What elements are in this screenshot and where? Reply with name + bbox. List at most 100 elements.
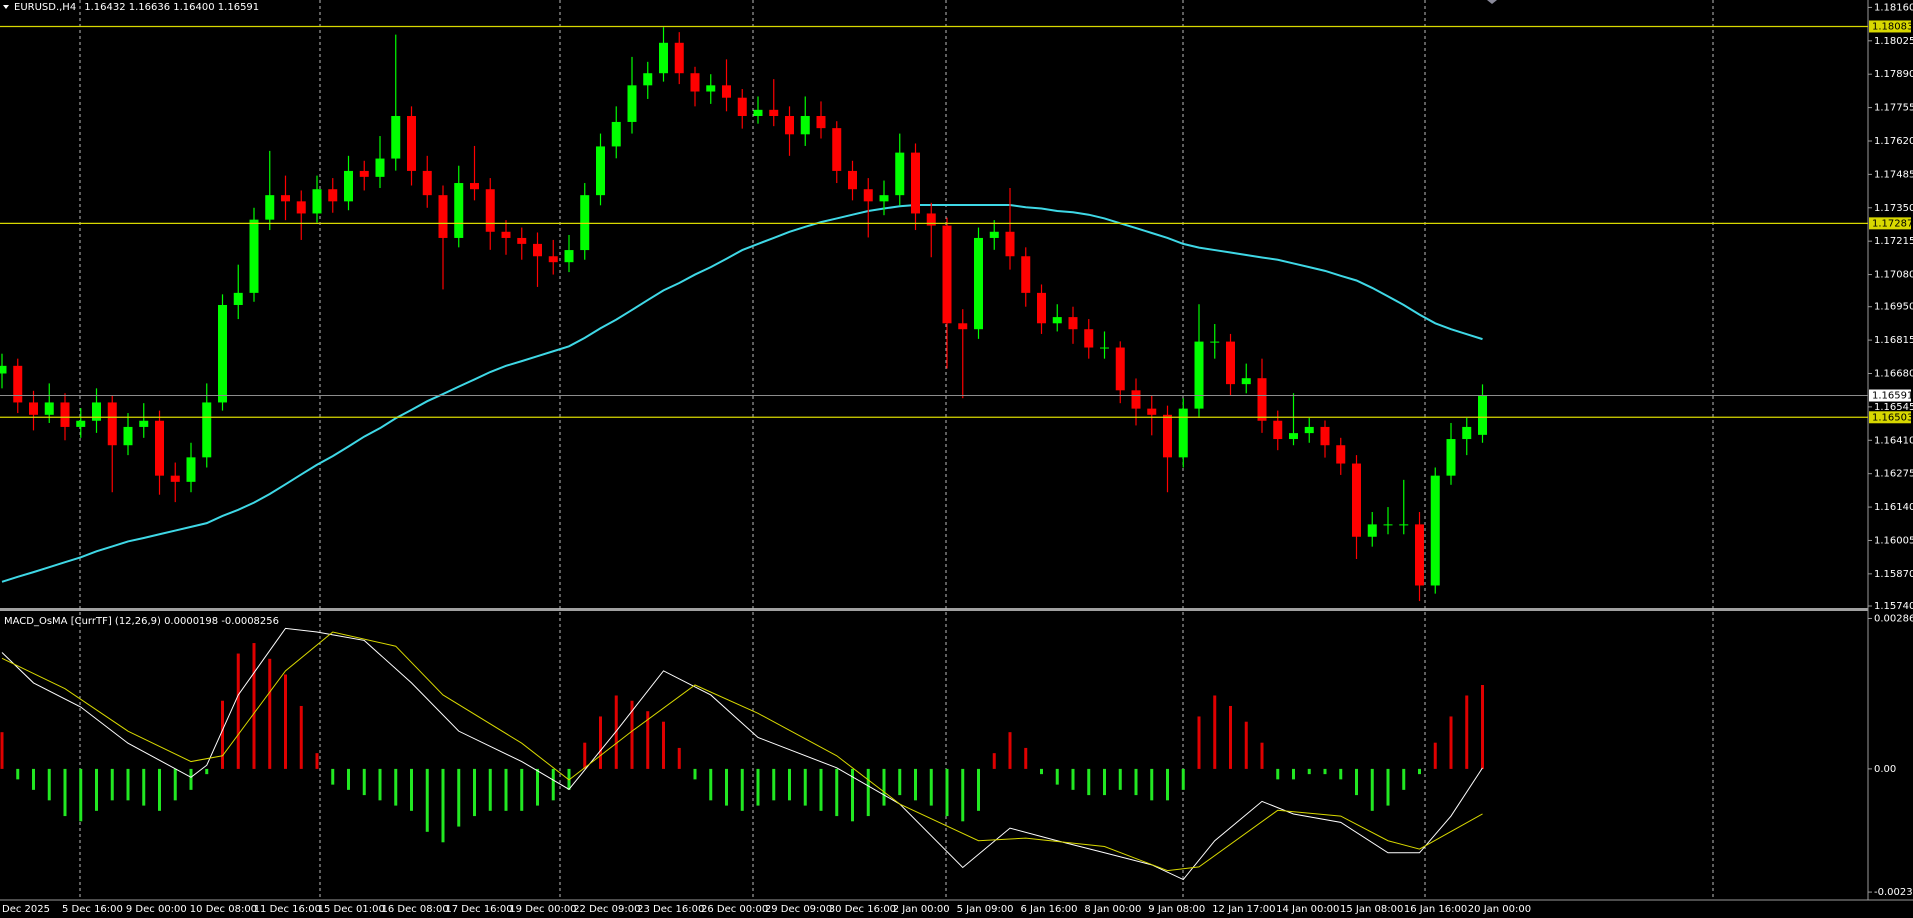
candle-body	[485, 189, 495, 232]
osma-bar	[992, 753, 996, 769]
time-label: 10 Dec 08:00	[190, 904, 257, 915]
candle-body	[722, 85, 731, 98]
candle-body	[344, 170, 353, 202]
panel-separator	[0, 608, 1868, 611]
osma-bar	[520, 768, 524, 811]
osma-bar	[425, 768, 429, 832]
osma-bar	[803, 768, 807, 806]
candle-body	[438, 195, 448, 238]
osma-bar	[473, 768, 476, 817]
osma-bar	[1087, 768, 1091, 796]
indicator-tick-label: -0.0023495	[1874, 887, 1913, 898]
candle-body	[974, 237, 983, 330]
osma-bar	[1008, 732, 1012, 769]
candle-body	[422, 170, 432, 196]
candle-body	[233, 292, 243, 305]
price-tick-label: 1.17620	[1874, 136, 1913, 147]
candle-body	[391, 116, 401, 159]
candle-body	[1178, 408, 1188, 458]
candle-body	[1037, 292, 1046, 324]
osma-bar	[756, 768, 760, 806]
candle-body	[0, 365, 7, 374]
candle-body	[359, 170, 369, 177]
candle-body	[863, 189, 873, 202]
candle-body	[155, 420, 164, 476]
candle-body	[737, 97, 747, 117]
osma-bar	[709, 768, 713, 801]
osma-bar	[315, 753, 319, 769]
price-tick-label: 1.17485	[1874, 169, 1913, 180]
osma-bar	[1055, 768, 1059, 785]
time-label: 11 Dec 16:00	[254, 904, 321, 915]
candle-body	[596, 146, 605, 196]
osma-bar	[1118, 768, 1122, 790]
candle-body	[186, 457, 196, 482]
candle-body	[706, 85, 716, 92]
osma-bar	[394, 768, 398, 806]
candle-body	[1289, 433, 1298, 440]
price-tick-label: 1.16275	[1874, 469, 1913, 480]
osma-bar	[126, 768, 130, 801]
level-label-box	[1869, 217, 1911, 230]
candle-body	[643, 73, 653, 86]
osma-bar	[898, 768, 902, 796]
time-label: 30 Dec 16:00	[829, 904, 896, 915]
osma-bar	[1150, 768, 1154, 801]
osma-bar	[662, 721, 665, 769]
moving-average	[1, 204, 1483, 583]
osma-bar	[1433, 742, 1437, 769]
candle-body	[1131, 390, 1141, 409]
candle-body	[1462, 426, 1472, 440]
osma-bar	[32, 768, 35, 790]
price-tick-label: 1.16410	[1874, 435, 1913, 446]
time-label: 9 Jan 08:00	[1148, 904, 1205, 915]
candle-body	[60, 402, 70, 427]
candle-body	[454, 183, 464, 238]
time-label: 14 Jan 00:00	[1276, 904, 1339, 915]
candle-body	[1147, 408, 1157, 415]
osma-bar	[725, 768, 728, 806]
osma-bar	[599, 716, 602, 769]
candle-body	[107, 402, 117, 446]
osma-bar	[1024, 747, 1028, 769]
candle-body	[1320, 426, 1330, 446]
osma-bar	[1166, 768, 1169, 801]
time-label: 23 Dec 16:00	[637, 904, 704, 915]
candle-body	[611, 121, 621, 147]
candle-body	[1352, 463, 1361, 537]
candle-body	[1383, 524, 1393, 526]
osma-bar	[1213, 695, 1217, 769]
osma-bar	[1323, 768, 1327, 775]
time-label: 19 Dec 00:00	[509, 904, 576, 915]
osma-bar	[488, 768, 492, 811]
price-tick-label: 1.16680	[1874, 369, 1913, 380]
osma-bar	[221, 700, 224, 769]
candle-body	[407, 116, 416, 171]
candle-body	[879, 195, 889, 202]
osma-bar	[1103, 768, 1106, 796]
osma-bar	[1197, 716, 1201, 769]
osma-bar	[441, 768, 445, 843]
time-label: 20 Jan 00:00	[1468, 904, 1531, 915]
candle-body	[1478, 395, 1487, 435]
candle-body	[517, 237, 527, 244]
candle-body	[44, 402, 54, 415]
time-label: Dec 2025	[2, 904, 50, 915]
osma-bar	[1040, 768, 1043, 775]
osma-bar	[362, 768, 366, 796]
osma-bar	[646, 711, 650, 769]
price-tick-label: 1.16950	[1874, 302, 1913, 313]
price-tick-label: 1.17350	[1874, 203, 1913, 214]
time-label: 6 Jan 16:00	[1021, 904, 1078, 915]
candle-body	[785, 116, 794, 135]
price-tick-label: 1.17215	[1874, 236, 1913, 247]
time-label: 5 Jan 09:00	[957, 904, 1014, 915]
candle-body	[1430, 475, 1440, 586]
candle-body	[470, 183, 479, 190]
price-tick-label: 1.16545	[1874, 402, 1913, 413]
candle-body	[29, 402, 38, 415]
candle-body	[296, 201, 306, 214]
